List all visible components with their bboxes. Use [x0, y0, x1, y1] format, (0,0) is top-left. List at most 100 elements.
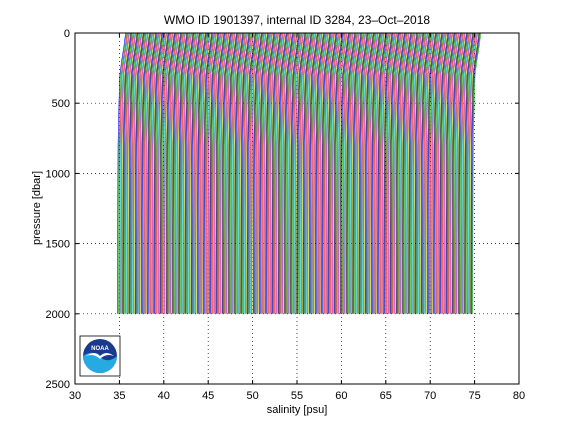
plot-area: NOAA — [74, 32, 520, 385]
profile-line — [261, 32, 271, 314]
profile-line — [358, 32, 368, 314]
x-axis: 30 35 40 45 50 55 60 65 70 75 80 — [69, 33, 525, 402]
profile-line — [181, 32, 190, 314]
profile-line — [326, 32, 336, 314]
profile-line — [308, 32, 317, 314]
profile-line — [338, 32, 348, 314]
profile-line — [397, 32, 407, 314]
profile-line — [440, 32, 450, 314]
x-tick-label: 80 — [513, 390, 525, 402]
profile-line — [221, 32, 231, 314]
profile-line — [185, 32, 195, 314]
profile-line — [207, 32, 217, 314]
profile-line — [422, 32, 432, 314]
profile-line — [331, 32, 340, 314]
profile-line — [373, 32, 383, 314]
profile-line — [241, 32, 251, 314]
profile-line — [294, 32, 304, 314]
profile-line — [410, 32, 419, 314]
profile-line — [345, 32, 355, 314]
profile-line — [229, 32, 238, 314]
profile-line — [403, 32, 413, 314]
profile-line — [204, 32, 213, 314]
profile-line — [368, 32, 378, 314]
profile-line — [253, 32, 263, 314]
y-axis: 0 500 1000 1500 2000 2500 — [46, 28, 519, 391]
profile-line — [236, 32, 245, 314]
profile-line — [335, 32, 345, 314]
profile-line — [364, 32, 373, 314]
profile-line — [299, 32, 308, 314]
profile-line — [298, 32, 308, 314]
profile-line — [334, 32, 344, 314]
profile-line — [132, 32, 142, 314]
profile-line — [152, 32, 162, 314]
profile-line — [472, 32, 482, 314]
profile-line — [470, 32, 480, 314]
x-axis-label: salinity [psu] — [267, 404, 328, 416]
profile-line — [411, 32, 420, 314]
profile-line — [346, 32, 356, 314]
profile-line — [170, 32, 180, 314]
profile-line — [302, 32, 312, 314]
profile-line — [181, 32, 191, 314]
profile-line — [458, 32, 467, 314]
profile-line — [430, 32, 440, 314]
profile-line — [231, 32, 241, 314]
profile-line — [225, 32, 235, 314]
profile-line — [459, 32, 469, 314]
profile-line — [188, 32, 197, 314]
profile-line — [223, 32, 233, 314]
profile-line — [467, 32, 476, 314]
profile-line — [134, 32, 143, 314]
profile-line — [173, 32, 182, 314]
profile-line — [327, 32, 337, 314]
profile-line — [421, 32, 431, 314]
profile-line — [437, 32, 447, 314]
profile-line — [155, 32, 165, 314]
profile-line — [443, 32, 453, 314]
profile-line — [455, 32, 465, 314]
profile-line — [290, 32, 300, 314]
profile-line — [234, 32, 244, 314]
profile-line — [343, 32, 353, 314]
profile-line — [149, 32, 158, 314]
profile-line — [147, 32, 157, 314]
x-tick-label: 60 — [335, 390, 347, 402]
profile-line — [242, 32, 252, 314]
profile-line — [382, 32, 392, 314]
profile-line — [291, 32, 300, 314]
profile-line — [419, 32, 428, 314]
profile-line — [179, 32, 189, 314]
profile-line — [300, 32, 309, 314]
profile-line — [229, 32, 239, 314]
profile-line — [143, 32, 153, 314]
profile-line — [165, 32, 174, 314]
profile-line — [146, 32, 156, 314]
profile-line — [219, 32, 229, 314]
profile-line — [463, 32, 473, 314]
profile-line — [194, 32, 204, 314]
profile-line — [217, 32, 227, 314]
profile-line — [364, 32, 374, 314]
profile-line — [467, 32, 477, 314]
profile-line — [285, 32, 295, 314]
profile-line — [127, 32, 137, 314]
x-tick-label: 65 — [380, 390, 392, 402]
profile-line — [366, 32, 376, 314]
profile-line — [157, 32, 167, 314]
profile-line — [144, 32, 154, 314]
profile-line — [399, 32, 409, 314]
profile-line — [230, 32, 240, 314]
profile-line — [192, 32, 202, 314]
profile-line — [122, 32, 132, 314]
profile-line — [350, 32, 360, 314]
profile-line — [190, 32, 200, 314]
profile-line — [427, 32, 436, 314]
profile-line — [214, 32, 224, 314]
profile-line — [441, 32, 451, 314]
profile-line — [195, 32, 205, 314]
profile-line — [417, 32, 427, 314]
profile-line — [385, 32, 395, 314]
profile-line — [133, 32, 142, 314]
